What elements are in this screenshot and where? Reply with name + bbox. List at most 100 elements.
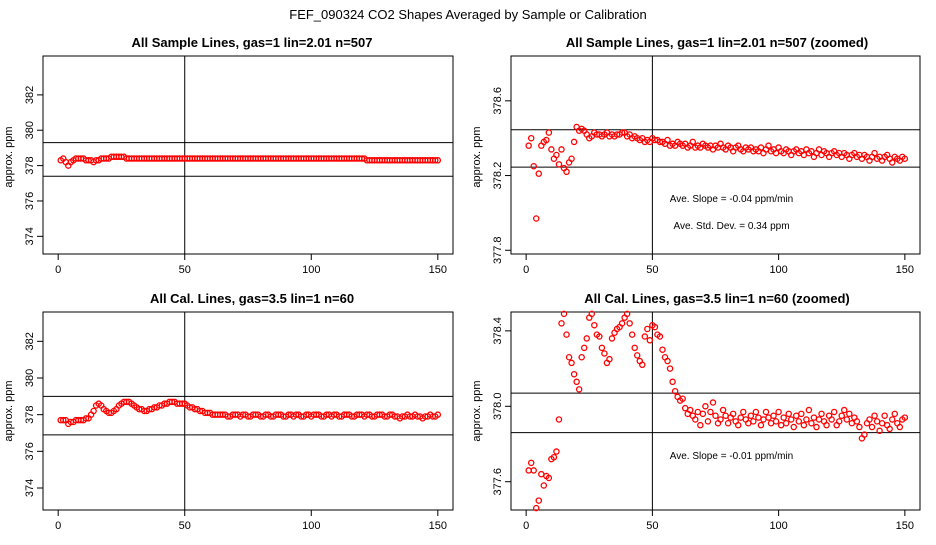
x-tick-label: 150: [429, 264, 447, 276]
x-tick-label: 50: [646, 520, 658, 532]
data-point: [871, 149, 878, 157]
data-point: [757, 421, 765, 429]
data-point: [762, 408, 770, 416]
data-point: [782, 420, 790, 427]
data-point: [555, 416, 563, 423]
y-tick-label: 377.6: [492, 468, 504, 496]
data-point: [606, 355, 613, 363]
data-point: [555, 161, 563, 168]
y-tick-label: 378: [24, 156, 36, 174]
data-point: [666, 365, 674, 372]
data-point: [830, 408, 838, 416]
data-point: [747, 412, 755, 419]
data-point: [896, 423, 904, 431]
panel-cal-lines: All Cal. Lines, gas=3.5 lin=1 n=60 appro…: [3, 291, 354, 442]
data-point: [591, 321, 598, 329]
panel-plot-3: 0 50 100 150 374 376 378 380 382: [24, 311, 454, 532]
y-tick-label: 374: [24, 479, 36, 497]
y-axis-label: approx. ppm: [471, 380, 483, 441]
y-tick-label: 378.2: [492, 162, 504, 190]
data-point: [618, 320, 626, 327]
data-point: [868, 423, 876, 431]
data-point: [575, 386, 583, 393]
data-point: [434, 157, 442, 164]
data-point: [570, 370, 578, 378]
data-point: [835, 418, 843, 425]
data-points: [57, 153, 442, 169]
data-point: [545, 129, 553, 136]
data-point: [641, 333, 649, 340]
data-point: [808, 420, 815, 427]
data-point: [772, 418, 780, 425]
data-point: [543, 136, 550, 144]
data-point: [891, 410, 899, 418]
x-tick-label: 150: [429, 520, 447, 532]
data-point: [628, 331, 636, 338]
data-point: [687, 406, 694, 414]
data-point: [553, 448, 560, 455]
data-point: [570, 138, 578, 146]
data-point: [752, 408, 760, 416]
y-tick-label: 382: [24, 86, 36, 104]
y-tick-label: 378.4: [492, 317, 504, 345]
data-point: [580, 344, 588, 352]
data-point: [689, 138, 697, 146]
plot-frame: [510, 55, 921, 255]
data-point: [704, 418, 712, 425]
data-point: [530, 467, 537, 474]
x-tick-label: 150: [896, 264, 914, 276]
data-point: [558, 146, 565, 153]
y-tick-label: 378.6: [492, 87, 504, 115]
data-points: [525, 310, 909, 512]
data-point: [598, 344, 606, 352]
data-point: [527, 134, 535, 142]
data-point: [770, 412, 777, 419]
data-point: [828, 416, 835, 423]
data-point: [568, 155, 575, 162]
data-point: [692, 416, 699, 423]
panel-title: All Sample Lines, gas=1 lin=2.01 n=507: [132, 35, 373, 50]
y-axis-label: approx. ppm: [471, 126, 483, 187]
data-point: [888, 416, 896, 423]
data-point: [901, 414, 909, 421]
data-point: [679, 395, 686, 402]
data-point: [724, 420, 732, 427]
data-point: [560, 310, 568, 318]
x-tick-label: 0: [523, 264, 529, 276]
y-tick-label: 378: [24, 405, 36, 423]
data-point: [669, 378, 676, 386]
data-point: [82, 415, 90, 422]
plot-frame: [510, 311, 921, 511]
annotation-text: Ave. Slope = -0.04 ppm/min: [670, 194, 794, 205]
data-point: [785, 410, 792, 418]
data-point: [563, 331, 570, 338]
data-point: [787, 416, 795, 423]
data-point: [805, 406, 813, 414]
y-tick-label: 377.8: [492, 236, 504, 264]
data-point: [568, 359, 575, 367]
data-point: [563, 168, 570, 176]
data-point: [843, 416, 851, 423]
annotation-text: Ave. Slope = -0.01 ppm/min: [670, 451, 794, 462]
data-point: [798, 410, 805, 418]
data-point: [841, 406, 848, 414]
data-point: [644, 325, 651, 333]
data-point: [795, 418, 803, 425]
data-points: [57, 398, 442, 428]
data-point: [540, 482, 548, 489]
plot-frame: [42, 311, 454, 511]
data-point: [707, 408, 714, 416]
annotation-text: Ave. Std. Dev. = 0.34 ppm: [673, 221, 789, 232]
data-point: [881, 412, 888, 419]
data-point: [565, 354, 573, 361]
plot-frame: [42, 55, 454, 255]
data-point: [532, 504, 540, 512]
y-tick-label: 380: [24, 369, 36, 387]
x-tick-label: 0: [55, 264, 61, 276]
data-point: [719, 406, 727, 414]
panel-title: All Sample Lines, gas=1 lin=2.01 n=507 (…: [566, 35, 868, 50]
data-point: [803, 416, 810, 423]
data-point: [871, 412, 878, 419]
data-point: [709, 399, 717, 406]
